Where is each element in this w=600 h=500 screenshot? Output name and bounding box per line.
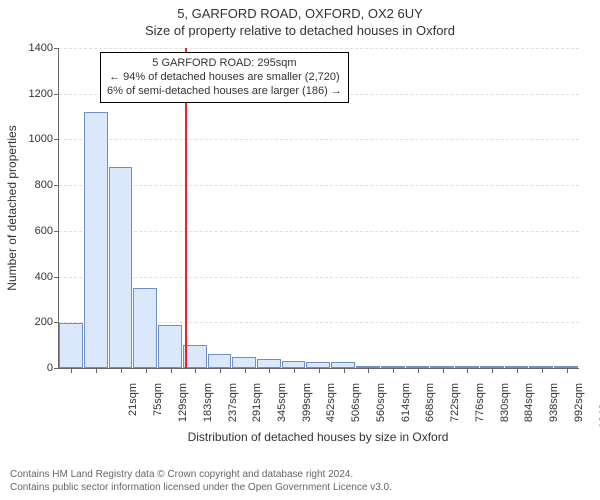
- ytick-label: 0: [47, 362, 59, 374]
- xtick-label: 75sqm: [152, 379, 164, 443]
- xtick-mark: [146, 368, 147, 373]
- annotation-line: ← 94% of detached houses are smaller (2,…: [107, 71, 342, 85]
- xtick-mark: [96, 368, 97, 373]
- chart-title-sub: Size of property relative to detached ho…: [0, 21, 600, 38]
- ytick-label: 1400: [29, 42, 59, 54]
- ytick-label: 800: [35, 179, 59, 191]
- xtick-mark: [171, 368, 172, 373]
- xtick-label: 884sqm: [523, 379, 535, 443]
- footer-line-1: Contains HM Land Registry data © Crown c…: [10, 468, 590, 481]
- y-axis-label: Number of detached properties: [5, 125, 19, 290]
- xtick-label: 776sqm: [474, 379, 486, 443]
- xtick-label: 992sqm: [573, 379, 585, 443]
- gridline: [59, 185, 579, 186]
- xtick-label: 938sqm: [548, 379, 560, 443]
- xtick-mark: [71, 368, 72, 373]
- annotation-line: 5 GARFORD ROAD: 295sqm: [107, 57, 342, 71]
- gridline: [59, 277, 579, 278]
- bar: [84, 112, 108, 368]
- gridline: [59, 231, 579, 232]
- footer-line-2: Contains public sector information licen…: [10, 481, 590, 494]
- xtick-mark: [443, 368, 444, 373]
- xtick-mark: [269, 368, 270, 373]
- chart-title-main: 5, GARFORD ROAD, OXFORD, OX2 6UY: [0, 0, 600, 21]
- xtick-mark: [492, 368, 493, 373]
- ytick-label: 200: [35, 316, 59, 328]
- xtick-mark: [467, 368, 468, 373]
- xtick-mark: [294, 368, 295, 373]
- xtick-mark: [567, 368, 568, 373]
- xtick-mark: [542, 368, 543, 373]
- bar: [133, 288, 157, 368]
- bar: [257, 359, 281, 368]
- bar: [282, 361, 306, 368]
- bar: [158, 325, 182, 368]
- bar: [109, 167, 133, 368]
- xtick-label: 21sqm: [127, 379, 139, 443]
- xtick-mark: [245, 368, 246, 373]
- ytick-label: 400: [35, 271, 59, 283]
- gridline: [59, 139, 579, 140]
- xtick-mark: [368, 368, 369, 373]
- annotation-line: 6% of semi-detached houses are larger (1…: [107, 85, 342, 99]
- xtick-mark: [220, 368, 221, 373]
- chart-container: 5, GARFORD ROAD, OXFORD, OX2 6UY Size of…: [0, 0, 600, 500]
- xtick-label: 830sqm: [499, 379, 511, 443]
- bar: [59, 323, 83, 368]
- xtick-mark: [121, 368, 122, 373]
- xtick-label: 722sqm: [449, 379, 461, 443]
- footer-attribution: Contains HM Land Registry data © Crown c…: [0, 462, 600, 500]
- ytick-label: 1200: [29, 88, 59, 100]
- ytick-label: 1000: [29, 133, 59, 145]
- xtick-mark: [319, 368, 320, 373]
- xtick-mark: [517, 368, 518, 373]
- xtick-mark: [393, 368, 394, 373]
- xtick-mark: [344, 368, 345, 373]
- gridline: [59, 48, 579, 49]
- xtick-mark: [418, 368, 419, 373]
- bar: [232, 357, 256, 368]
- bar: [208, 354, 232, 368]
- annotation-box: 5 GARFORD ROAD: 295sqm← 94% of detached …: [100, 52, 349, 103]
- x-axis-label: Distribution of detached houses by size …: [188, 430, 449, 444]
- xtick-mark: [195, 368, 196, 373]
- ytick-label: 600: [35, 225, 59, 237]
